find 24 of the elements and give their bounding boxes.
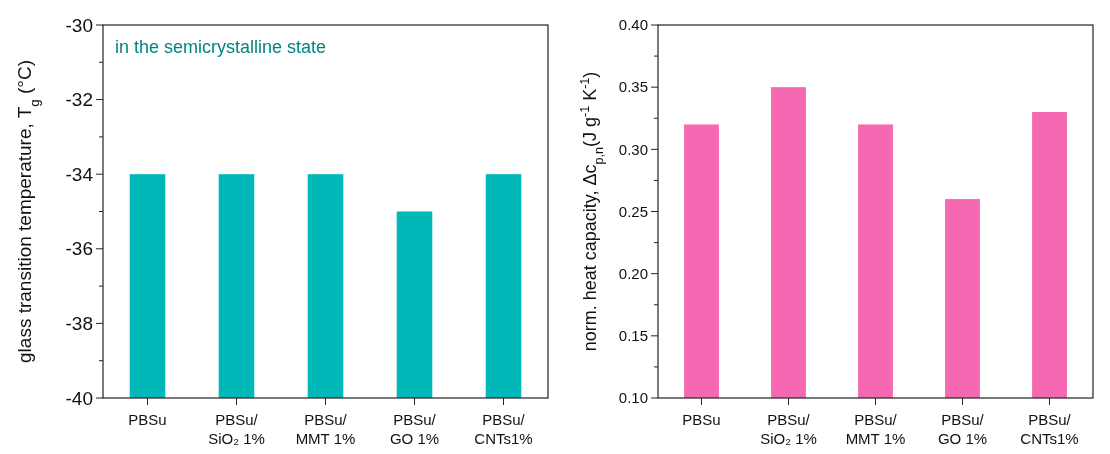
y-tick-label: -36 bbox=[65, 238, 93, 260]
x-tick-label: PBSu/ MMT 1% bbox=[295, 411, 356, 447]
x-tick-label: PBSu/ CNTs1% bbox=[474, 411, 533, 447]
x-tick-label: PBSu bbox=[128, 411, 167, 428]
x-tick-label: PBSu/ SiO₂ 1% bbox=[208, 411, 265, 447]
y-tick-label: -40 bbox=[65, 387, 93, 409]
y-tick-label: -30 bbox=[65, 14, 93, 36]
y-tick-label: 0.30 bbox=[618, 140, 648, 158]
x-tick-label: PBSu/ SiO₂ 1% bbox=[760, 411, 817, 447]
y-tick-label: 0.25 bbox=[618, 202, 648, 220]
y-tick-label: -32 bbox=[65, 89, 93, 111]
annotation: in the semicrystalline state bbox=[115, 37, 327, 57]
y-tick-label: 0.15 bbox=[618, 327, 648, 345]
x-tick-label: PBSu/ MMT 1% bbox=[845, 411, 906, 447]
y-tick-label: 0.40 bbox=[618, 16, 648, 34]
y-tick-label: -34 bbox=[65, 163, 94, 185]
x-tick-label: PBSu bbox=[682, 411, 721, 428]
x-tick-label: PBSu/ CNTs1% bbox=[1020, 411, 1079, 447]
y-tick-label: -38 bbox=[65, 313, 93, 335]
y-tick-label: 0.10 bbox=[618, 389, 648, 407]
y-tick-label: 0.20 bbox=[618, 264, 648, 282]
y-tick-label: 0.35 bbox=[618, 78, 648, 96]
x-tick-label: PBSu/ GO 1% bbox=[937, 411, 988, 447]
x-tick-label: PBSu/ GO 1% bbox=[389, 411, 440, 447]
